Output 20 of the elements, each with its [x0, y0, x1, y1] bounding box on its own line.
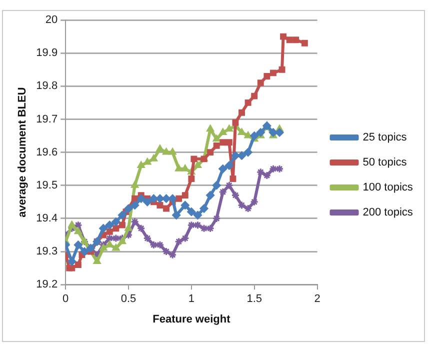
- y-tick-label: 19.8: [36, 80, 58, 92]
- y-tick-label: 19.4: [36, 212, 58, 224]
- x-tick-label: 1.5: [246, 293, 262, 306]
- x-tick-label: 0: [62, 293, 69, 306]
- x-axis-title: Feature weight: [152, 313, 231, 326]
- legend-label: 100 topics: [362, 182, 414, 194]
- legend-label: 200 topics: [362, 206, 414, 219]
- legend-label: 50 topics: [362, 156, 408, 169]
- x-tick-label: 0.5: [120, 293, 136, 306]
- y-axis-title: average document BLEU: [16, 87, 29, 218]
- y-tick-label: 19.6: [36, 146, 58, 158]
- y-tick-label: 19.9: [36, 47, 58, 60]
- legend-label: 25 topics: [362, 132, 408, 144]
- y-tick-label: 19.7: [36, 113, 58, 126]
- y-tick-label: 19.2: [36, 278, 58, 291]
- y-tick-label: 19.5: [36, 179, 58, 192]
- x-tick-label: 2: [314, 293, 320, 306]
- x-tick-label: 1: [188, 293, 194, 306]
- y-tick-label: 19.3: [36, 246, 58, 258]
- y-tick-label: 20: [45, 14, 58, 26]
